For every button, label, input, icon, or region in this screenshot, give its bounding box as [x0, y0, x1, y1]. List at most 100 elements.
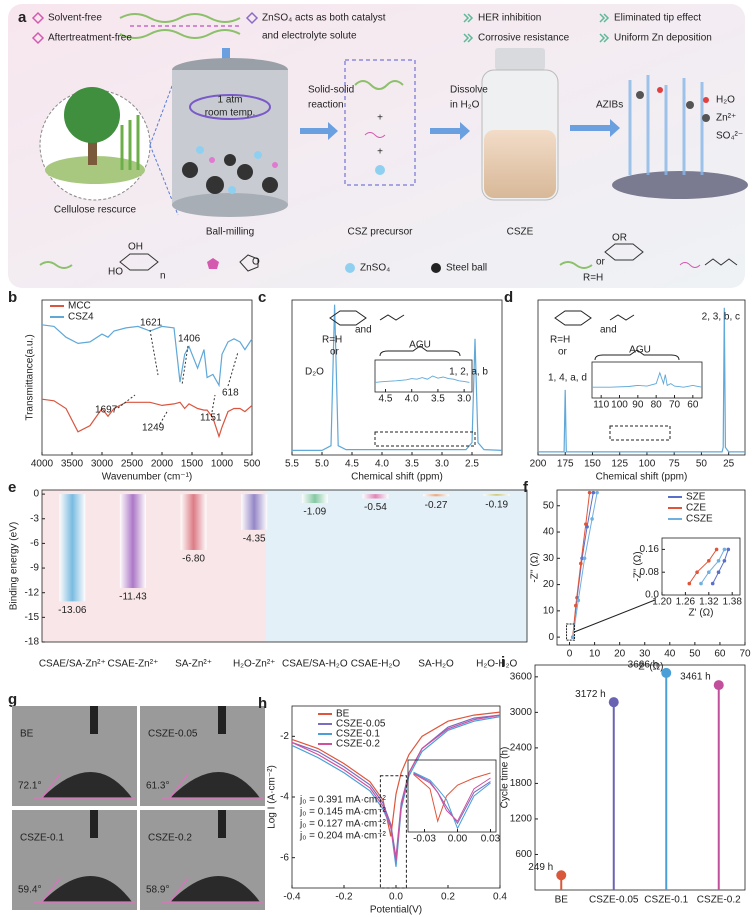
- x-tick-label: 3.5: [405, 459, 419, 470]
- bar: [119, 494, 146, 589]
- data-line: [413, 771, 491, 830]
- annotation: j₀ = 0.204 mA·cm⁻²: [299, 831, 387, 842]
- x-tick-label: 200: [530, 459, 547, 470]
- x-tick-label: 110: [593, 400, 609, 411]
- data-line: [413, 772, 491, 825]
- annotation: 1697: [95, 405, 118, 416]
- polymer-chains: [119, 13, 241, 39]
- contact-angle: [34, 773, 135, 799]
- x-tick-label: 1500: [181, 459, 204, 470]
- x-tick-label: BE: [555, 895, 569, 906]
- annotation: 1, 4, a, d: [548, 373, 587, 384]
- jar-text: room temp.: [205, 108, 256, 119]
- zoom-box: [609, 425, 671, 441]
- value-label: 249 h: [528, 862, 553, 873]
- y-axis-label: Transmittance(a.u.): [25, 334, 36, 420]
- stage-label: Ball-milling: [206, 227, 254, 238]
- data-point: [722, 547, 727, 552]
- x-tick-label: 20: [614, 649, 626, 660]
- data-line: [413, 773, 491, 823]
- plot-frame: [291, 299, 503, 456]
- x-tick-label: 3.0: [457, 394, 471, 405]
- x-tick-label: 3000: [91, 459, 114, 470]
- needle: [218, 706, 226, 734]
- tree-circle: [39, 69, 179, 216]
- plot-frame: [407, 759, 497, 833]
- water-region: [266, 490, 527, 642]
- droplet: [170, 876, 260, 902]
- data-point: [571, 635, 575, 639]
- y-tick-label: 2400: [510, 743, 533, 754]
- annotation: 2, 3, b, c: [702, 312, 740, 323]
- data-line: [41, 398, 253, 439]
- x-tick-label: 0: [567, 649, 573, 660]
- data-line: [538, 307, 745, 453]
- feature-text: Eliminated tip effect: [614, 13, 701, 24]
- x-axis-label: Chemical shift (ppm): [596, 472, 688, 483]
- value-label: -6.80: [182, 554, 205, 565]
- bar: [59, 494, 86, 602]
- contact-angle: [162, 773, 263, 799]
- x-tick-label: 4.5: [379, 394, 393, 405]
- precursor-icons: [354, 80, 404, 175]
- panel-label: i: [501, 654, 505, 671]
- jar-text: 1 atm: [217, 95, 242, 106]
- x-tick-label: H₂O-Zn²⁺: [233, 659, 276, 670]
- data-point: [587, 490, 592, 495]
- x-tick-label: CSAE/SA-H₂O: [282, 659, 348, 670]
- x-tick-label: 1000: [211, 459, 234, 470]
- x-tick-label: 4000: [31, 459, 54, 470]
- ion-label: SO₄²⁻: [716, 131, 743, 142]
- x-tick-label: 1.32: [699, 597, 719, 608]
- brace: [379, 345, 461, 357]
- stage-label: CSZ precursor: [347, 227, 413, 238]
- data-line: [413, 772, 491, 823]
- x-tick-label: 70: [669, 400, 681, 411]
- data-line: [572, 492, 598, 638]
- y-tick-label: 3000: [510, 707, 533, 718]
- plot-frame: [41, 299, 253, 456]
- x-tick-label: 4.0: [405, 394, 419, 405]
- x-tick-label: 70: [739, 649, 751, 660]
- annotation: AGU: [409, 340, 431, 351]
- x-tick-label: 2500: [121, 459, 144, 470]
- data-point: [590, 517, 594, 521]
- data-point: [579, 561, 583, 566]
- x-tick-label: 50: [689, 649, 701, 660]
- x-tick-label: 10: [589, 649, 601, 660]
- x-tick-label: 0.03: [481, 834, 501, 845]
- y-tick-label: 0: [548, 632, 554, 643]
- arrow: [300, 122, 338, 140]
- droplet: [170, 772, 260, 798]
- atom-label: O: [252, 257, 260, 268]
- x-tick-label: H₂O-H₂O: [476, 659, 517, 670]
- contact-angle-value: 61.3°: [146, 781, 169, 792]
- data-point: [716, 559, 721, 563]
- brace: [594, 349, 680, 361]
- value-label: 3172 h: [575, 689, 606, 700]
- arrow: [430, 122, 470, 140]
- x-tick-label: 4.0: [375, 459, 389, 470]
- legend-text: MCC: [68, 301, 91, 312]
- plot-frame: [41, 489, 528, 643]
- x-tick-label: 0.00: [448, 834, 468, 845]
- atom-label: OR: [612, 233, 627, 244]
- plot-frame: [534, 664, 746, 891]
- y-axis-label: -Z'' (Ω): [633, 551, 644, 581]
- ring-structure: [329, 310, 405, 326]
- x-axis-label: Potential(V): [370, 905, 422, 916]
- data-point: [591, 490, 596, 495]
- value-label: -0.54: [364, 502, 387, 513]
- panel-label: c: [258, 289, 266, 306]
- droplet: [42, 876, 132, 902]
- x-tick-label: 30: [639, 649, 651, 660]
- data-point: [582, 556, 587, 561]
- data-line: [291, 716, 501, 867]
- data-point: [707, 570, 711, 574]
- plus: +: [377, 147, 383, 158]
- data-point: [707, 559, 711, 563]
- x-tick-label: 2000: [151, 459, 174, 470]
- data-point: [695, 570, 699, 574]
